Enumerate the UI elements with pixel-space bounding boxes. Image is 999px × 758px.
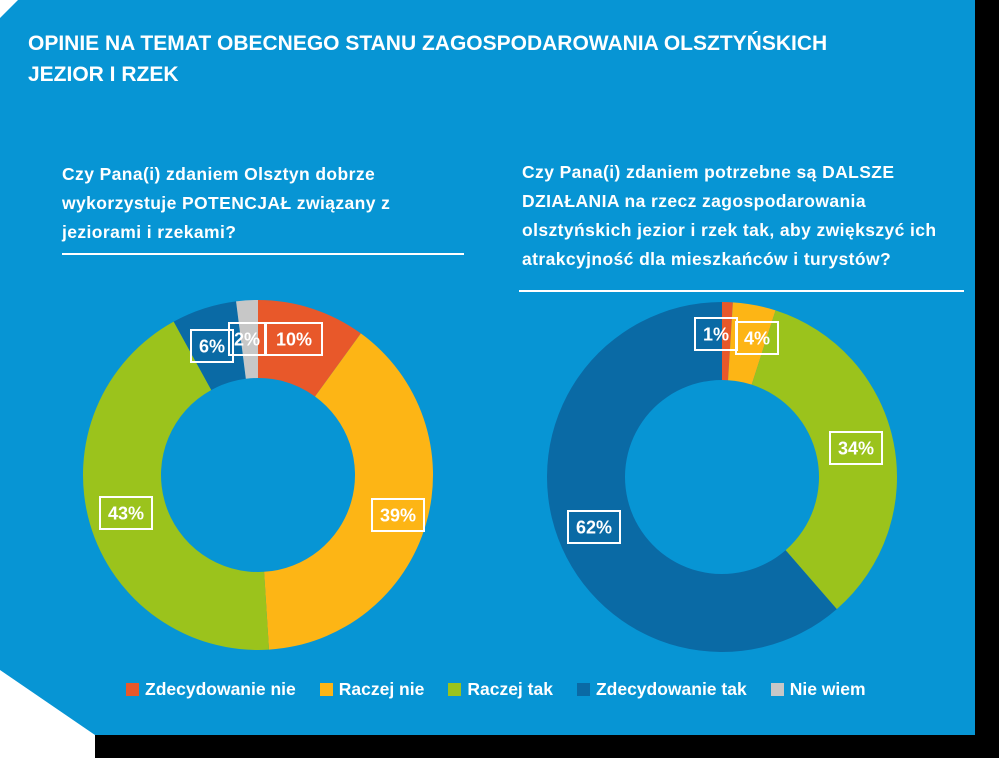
data-label-text: 43%: [108, 504, 144, 524]
shadow-right: [975, 0, 999, 758]
page-title: OPINIE NA TEMAT OBECNEGO STANU ZAGOSPODA…: [28, 32, 828, 86]
legend-label: Zdecydowanie tak: [595, 679, 747, 699]
legend-label: Zdecydowanie nie: [145, 679, 296, 699]
data-label-text: 1%: [703, 325, 729, 345]
slice-raczej-tak: [751, 310, 897, 610]
data-label-raczej-tak: 34%: [829, 431, 883, 465]
legend-swatch: [319, 683, 333, 696]
data-label-raczej-nie: 4%: [735, 321, 779, 355]
legend-swatch: [576, 683, 590, 696]
data-label-box: [190, 329, 234, 363]
legend-item-raczej-tak: Raczej tak: [448, 679, 553, 700]
legend-swatch: [770, 683, 784, 696]
data-label-text: 4%: [744, 329, 770, 349]
legend-label: Raczej nie: [338, 679, 425, 699]
shadow-frame: [95, 735, 999, 758]
chart1-question: Czy Pana(i) zdaniem Olsztyn dobrze wykor…: [62, 164, 391, 242]
data-label-box: [735, 321, 779, 355]
legend-swatch: [126, 683, 139, 696]
data-label-text: 34%: [838, 439, 874, 459]
legend-item-zdecydowanie-tak: Zdecydowanie tak: [576, 679, 747, 700]
donut-chart-1: 10% 39% 43% 6% 2%: [83, 300, 433, 650]
data-label-box: [567, 510, 621, 544]
data-label-box: [228, 322, 266, 356]
chart1-underline: [62, 253, 464, 255]
data-label-text: 2%: [234, 330, 260, 350]
data-label-nie-wiem: 2%: [228, 322, 266, 356]
legend-label: Nie wiem: [789, 679, 866, 699]
legend-label: Raczej tak: [467, 679, 553, 699]
data-label-raczej-tak: 43%: [99, 496, 153, 530]
slice-raczej-nie: [264, 333, 433, 650]
legend-item-raczej-nie: Raczej nie: [319, 679, 425, 700]
chart2-question: Czy Pana(i) zdaniem potrzebne są DALSZE …: [522, 162, 937, 269]
data-label-text: 10%: [276, 330, 312, 350]
slice-zdecydowanie-tak: [546, 302, 837, 652]
legend-item-zdecydowanie-nie: Zdecydowanie nie: [126, 679, 296, 700]
data-label-box: [829, 431, 883, 465]
legend-swatch: [448, 683, 462, 696]
data-label-text: 39%: [380, 506, 416, 526]
data-label-raczej-nie: 39%: [371, 498, 425, 532]
slice-zdecydowanie-nie: [722, 302, 733, 381]
data-label-box: [99, 496, 153, 530]
slice-zdecydowanie-nie: [258, 300, 361, 397]
data-label-text: 62%: [576, 518, 612, 538]
data-label-text: 6%: [199, 337, 225, 357]
data-label-box: [371, 498, 425, 532]
slice-nie-wiem: [236, 300, 258, 379]
data-label-zdecydowanie-tak: 62%: [567, 510, 621, 544]
slice-zdecydowanie-tak: [173, 301, 246, 390]
slice-raczej-tak: [83, 321, 269, 650]
corner-fold-top: [0, 0, 18, 18]
blue-panel: [0, 0, 975, 735]
donut-chart-2: 1% 4% 34% 62%: [546, 302, 897, 652]
chart2-underline: [519, 290, 964, 292]
data-label-zdecydowanie-tak: 6%: [190, 329, 234, 363]
legend-item-nie-wiem: Nie wiem: [770, 679, 866, 700]
chart-legend: Zdecydowanie nie Raczej nie Raczej tak Z…: [126, 679, 890, 700]
